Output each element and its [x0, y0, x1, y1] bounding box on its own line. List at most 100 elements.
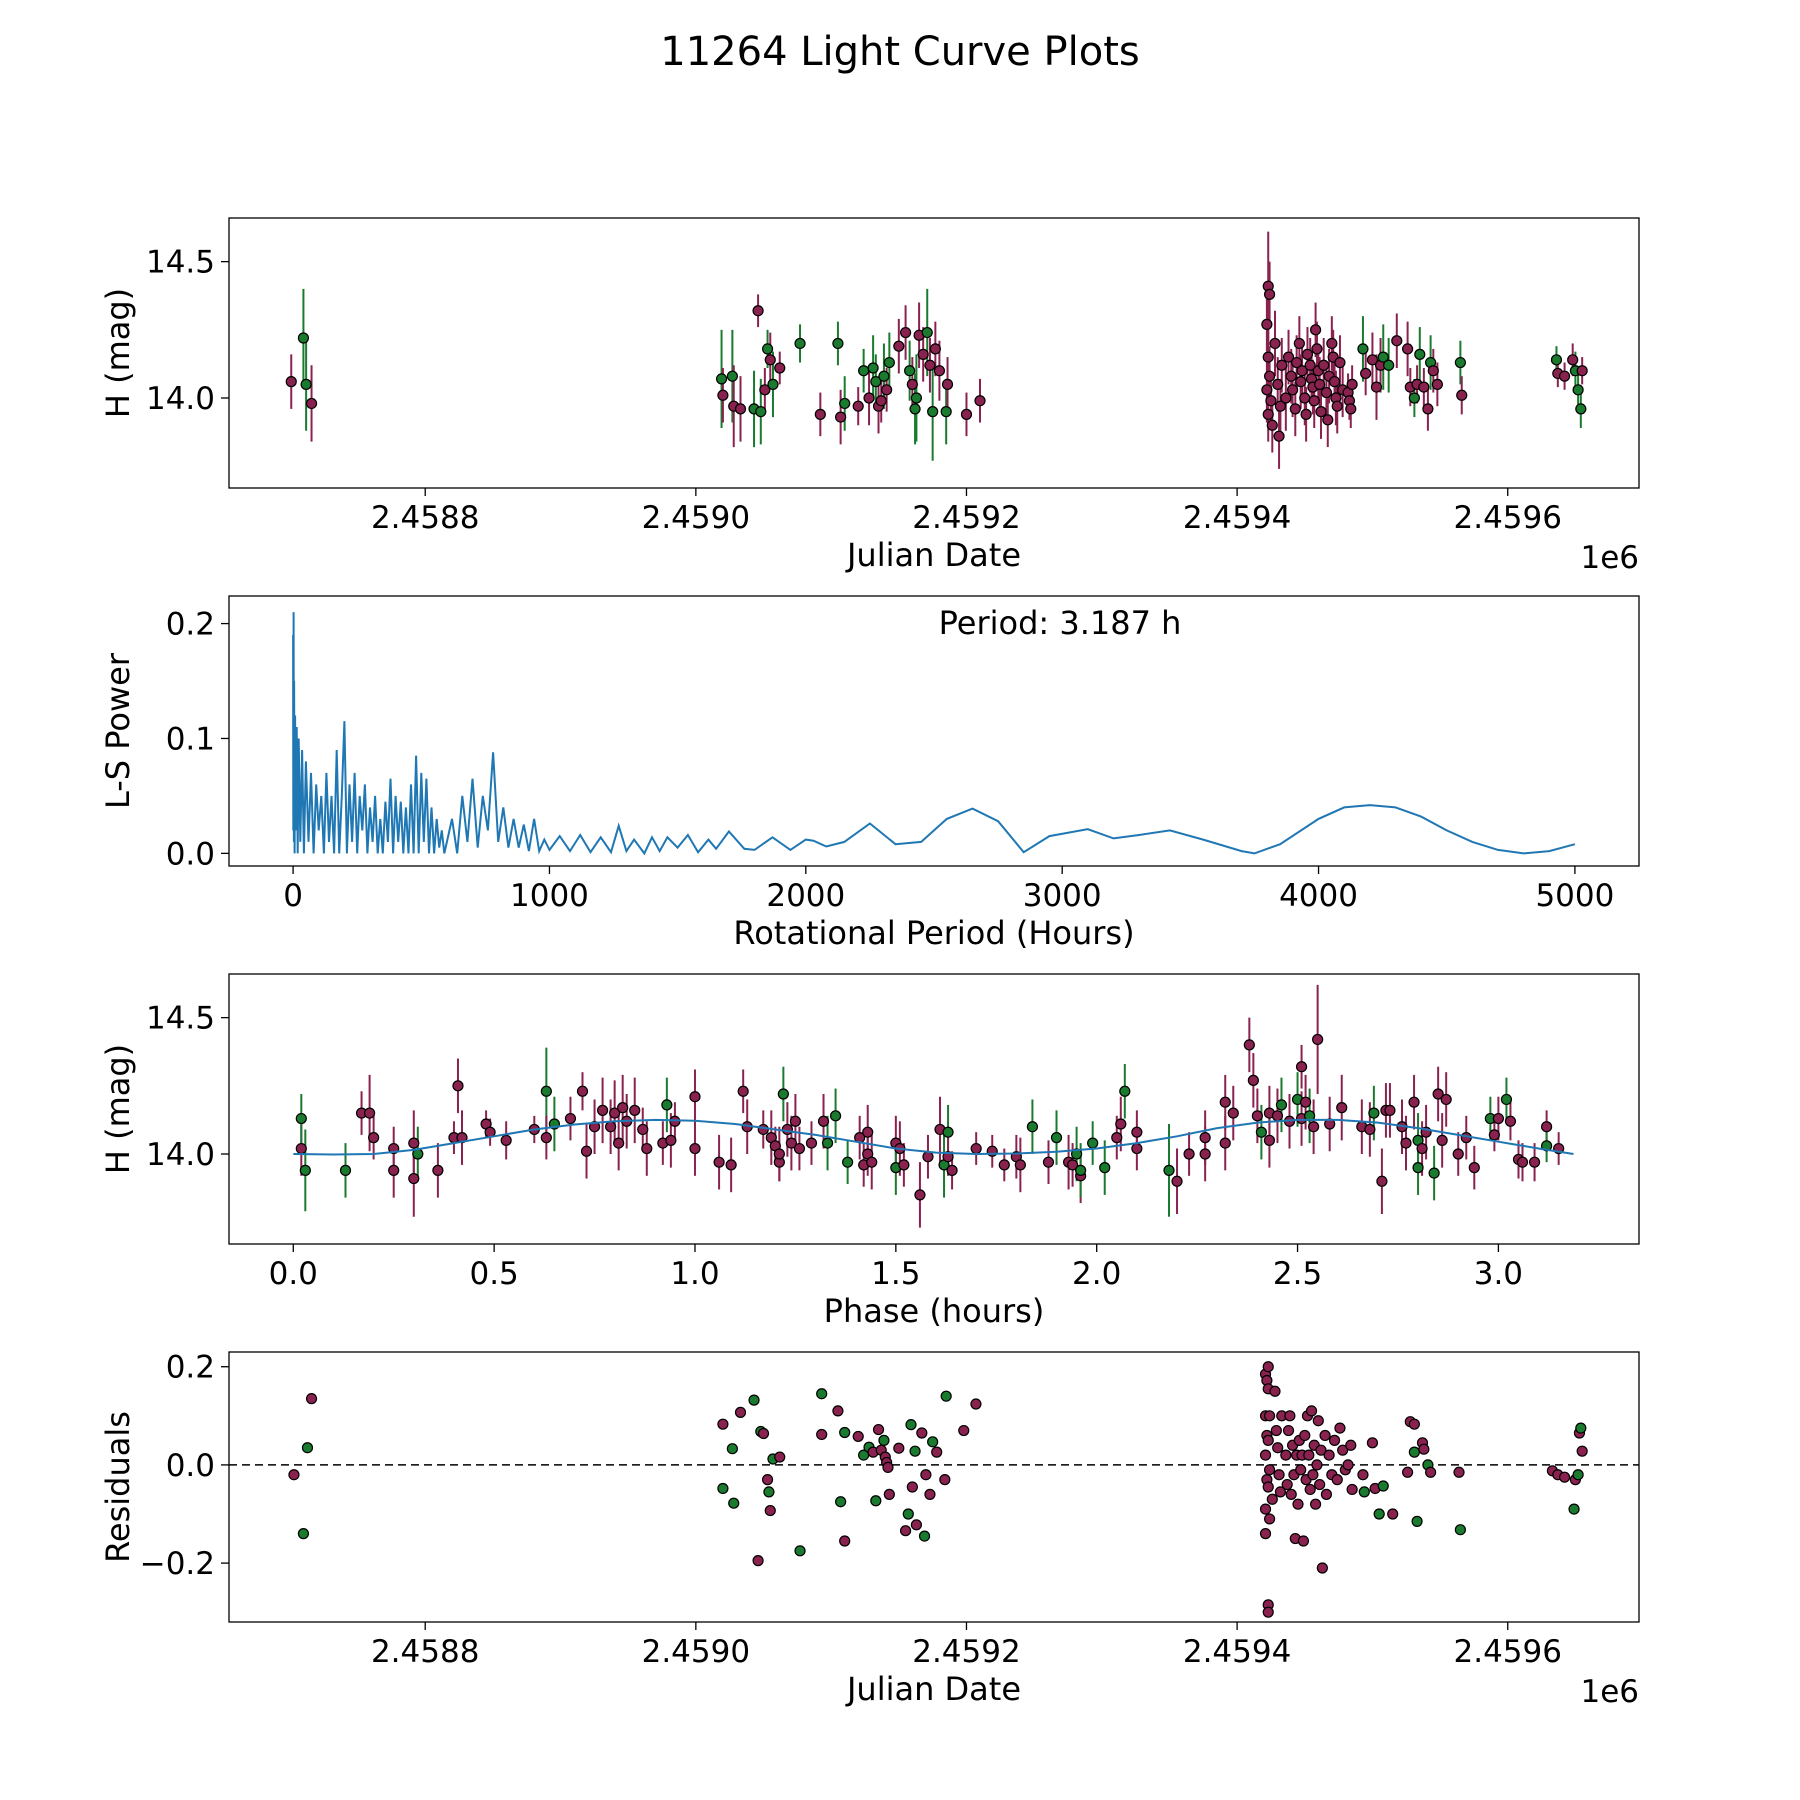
data-point — [580, 1145, 593, 1157]
data-point — [939, 1474, 951, 1486]
data-point — [904, 365, 916, 377]
data-point — [1318, 359, 1330, 371]
residuals-panel: 2.4588 2.4590 2.4592 2.4594 2.4596 −0.2 0.0 0.2… — [99, 1350, 1640, 1710]
data-point — [910, 1519, 923, 1531]
data-point — [1346, 1483, 1358, 1496]
data-point — [909, 1445, 921, 1457]
data-point — [1572, 1469, 1584, 1481]
data-point — [1456, 389, 1468, 401]
data-point — [752, 305, 764, 317]
data-point — [1575, 403, 1587, 415]
data-point — [1316, 1562, 1328, 1574]
data-point — [1297, 1535, 1310, 1547]
data-point — [717, 389, 729, 401]
data-point — [1452, 1148, 1464, 1160]
data-point — [564, 1112, 577, 1125]
data-point — [882, 1461, 894, 1473]
data-point — [1326, 337, 1338, 350]
data-point — [1295, 1061, 1308, 1073]
data-point — [1432, 1088, 1444, 1100]
data-point — [1199, 1132, 1211, 1144]
data-point — [1366, 354, 1379, 366]
data-point — [540, 1085, 552, 1097]
data-point — [1270, 1424, 1282, 1437]
x-tick-label: 2000 — [766, 878, 845, 914]
data-point — [1271, 1110, 1284, 1122]
data-point — [665, 1134, 677, 1146]
data-point — [974, 395, 986, 407]
data-point — [1575, 1422, 1587, 1434]
x-tick-label: 0.5 — [469, 1256, 518, 1292]
data-point — [1440, 1093, 1452, 1106]
data-point — [893, 1442, 905, 1454]
data-point — [927, 1436, 939, 1448]
data-point — [1274, 1486, 1287, 1498]
data-point — [867, 362, 879, 374]
x-tick-label: 3000 — [1023, 878, 1102, 914]
data-point — [1337, 1444, 1349, 1456]
axes-frame — [228, 217, 1640, 489]
x-tick-label: 2.4594 — [1183, 500, 1291, 536]
data-point — [1050, 1132, 1063, 1144]
data-point — [842, 1156, 854, 1168]
data-point — [1262, 351, 1274, 363]
data-point — [1314, 1478, 1326, 1491]
data-point — [1280, 392, 1292, 404]
x-axis-label: Julian Date — [845, 1670, 1021, 1708]
data-point — [872, 1423, 885, 1436]
data-point — [339, 1164, 352, 1176]
data-point — [1377, 351, 1389, 363]
data-point — [726, 1443, 738, 1455]
data-point — [759, 384, 771, 396]
data-point — [899, 326, 912, 339]
y-tick-label: 0.1 — [166, 721, 215, 757]
data-point — [613, 1137, 625, 1149]
data-point — [862, 1126, 874, 1138]
data-point — [1286, 384, 1299, 396]
data-point — [305, 1393, 318, 1405]
data-point — [1111, 1132, 1123, 1144]
data-point — [295, 1112, 307, 1125]
x-offset-label: 1e6 — [1580, 540, 1639, 576]
data-point — [1418, 381, 1430, 393]
data-point — [1541, 1121, 1553, 1133]
data-point — [960, 408, 973, 420]
x-axis-label: Julian Date — [845, 536, 1021, 574]
x-tick-label: 2.4592 — [912, 500, 1020, 536]
x-tick-label: 2.0 — [1072, 1256, 1121, 1292]
data-point — [940, 1390, 952, 1402]
data-point — [870, 1495, 882, 1507]
data-point — [1183, 1148, 1195, 1160]
data-point — [920, 1469, 932, 1481]
data-point — [1304, 1483, 1316, 1496]
data-point — [1026, 1121, 1039, 1133]
data-point — [1334, 1422, 1346, 1434]
data-point — [1263, 370, 1276, 382]
data-point — [1322, 414, 1334, 426]
data-point — [881, 384, 893, 396]
y-tick-label: 14.0 — [146, 381, 215, 417]
data-point — [916, 1427, 928, 1439]
data-point — [728, 1497, 740, 1509]
data-point — [1263, 1513, 1276, 1525]
data-point — [970, 1142, 982, 1155]
data-point — [605, 1121, 617, 1133]
data-point — [1303, 1449, 1315, 1461]
data-point — [1262, 1361, 1274, 1373]
data-point — [866, 1156, 878, 1168]
data-point — [1199, 1148, 1211, 1160]
data-point — [1299, 1096, 1312, 1108]
data-point — [1292, 1498, 1304, 1510]
data-point — [1373, 1508, 1385, 1520]
data-point — [998, 1159, 1010, 1171]
x-tick-label: 5000 — [1535, 878, 1614, 914]
data-point — [1408, 1446, 1420, 1458]
y-tick-label: 14.5 — [146, 245, 215, 281]
data-point — [1320, 386, 1333, 399]
data-point — [1319, 1429, 1331, 1442]
data-point — [1376, 1175, 1388, 1187]
data-point — [1492, 1112, 1505, 1125]
periodogram-panel: 0 1000 2000 3000 4000 5000 0.0 0.1 0.2 Rotational… — [99, 595, 1640, 952]
data-point — [1576, 1445, 1588, 1457]
data-point — [1262, 408, 1274, 420]
